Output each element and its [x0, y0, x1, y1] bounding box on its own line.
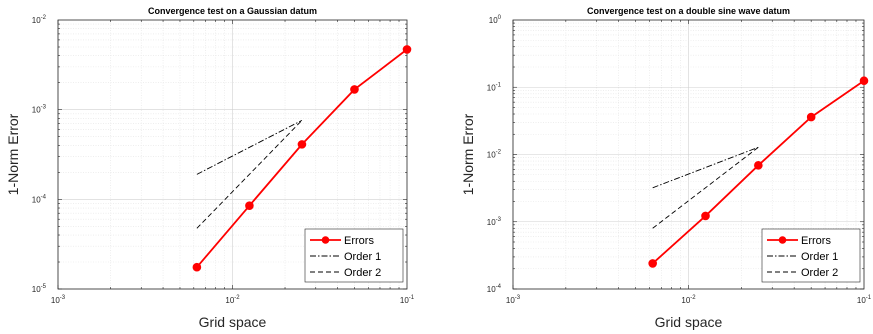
chart-1: 10-3 10-2 10-1 10-5 10-4 10-3 10-2 Convergence … [5, 6, 415, 330]
y-tick-label: 10-5 [32, 284, 47, 294]
y-tick-label: 10-3 [32, 105, 47, 115]
x-tick-label: 10-3 [51, 295, 66, 305]
x-axis-label: Grid space [199, 314, 267, 330]
legend-marker [321, 236, 330, 244]
data-point [192, 262, 202, 272]
y-tick-label: 10-4 [487, 284, 502, 294]
x-tick-label: 10-1 [400, 295, 415, 305]
legend-marker [778, 236, 787, 244]
x-tick-label: 10-1 [857, 295, 872, 305]
legend-box [761, 228, 861, 283]
y-tick-label: 10-1 [487, 82, 502, 92]
series-line-order-1 [196, 119, 303, 175]
series-line-order-2 [652, 146, 759, 229]
legend-label: Order 2 [801, 267, 838, 279]
y-axis-label: 1-Norm Error [460, 113, 476, 195]
chart-2: 10-3 10-2 10-1 10-4 10-3 10-2 10-1 100 Convergen… [460, 6, 872, 330]
x-axis-label: Grid space [655, 314, 723, 330]
legend-box [304, 228, 404, 283]
x-tick-label: 10-2 [225, 295, 240, 305]
grid [512, 20, 864, 290]
data-point [297, 140, 307, 149]
legend-label: Order 2 [344, 267, 381, 279]
data-point [701, 211, 710, 221]
data-point [245, 201, 254, 210]
series-line-order-1 [652, 146, 759, 189]
chart-title: Convergence test on a Gaussian datum [148, 6, 317, 16]
y-tick-label: 100 [489, 15, 502, 25]
y-axis-label: 1-Norm Error [5, 113, 21, 195]
legend: Errors Order 1 Order 2 [761, 228, 861, 283]
legend-label: Errors [801, 235, 831, 247]
legend: Errors Order 1 Order 2 [304, 228, 404, 283]
data-point [754, 161, 763, 170]
x-tick-label: 10-3 [506, 295, 521, 305]
data-point [350, 85, 359, 94]
data-point [402, 45, 412, 54]
data-point [859, 76, 869, 86]
legend-label: Order 1 [801, 251, 838, 263]
y-tick-label: 10-2 [32, 15, 47, 25]
x-tick-label: 10-2 [681, 295, 696, 305]
data-point [648, 259, 657, 268]
y-tick-label: 10-4 [32, 194, 47, 204]
axis-ticks [57, 20, 407, 290]
legend-label: Errors [344, 235, 374, 247]
series-line-order-2 [196, 120, 303, 229]
data-point [806, 112, 816, 122]
legend-label: Order 1 [344, 251, 381, 263]
y-tick-label: 10-3 [487, 217, 502, 227]
y-tick-label: 10-2 [487, 150, 502, 160]
chart-title: Convergence test on a double sine wave d… [587, 6, 790, 16]
axis-ticks [512, 20, 864, 290]
